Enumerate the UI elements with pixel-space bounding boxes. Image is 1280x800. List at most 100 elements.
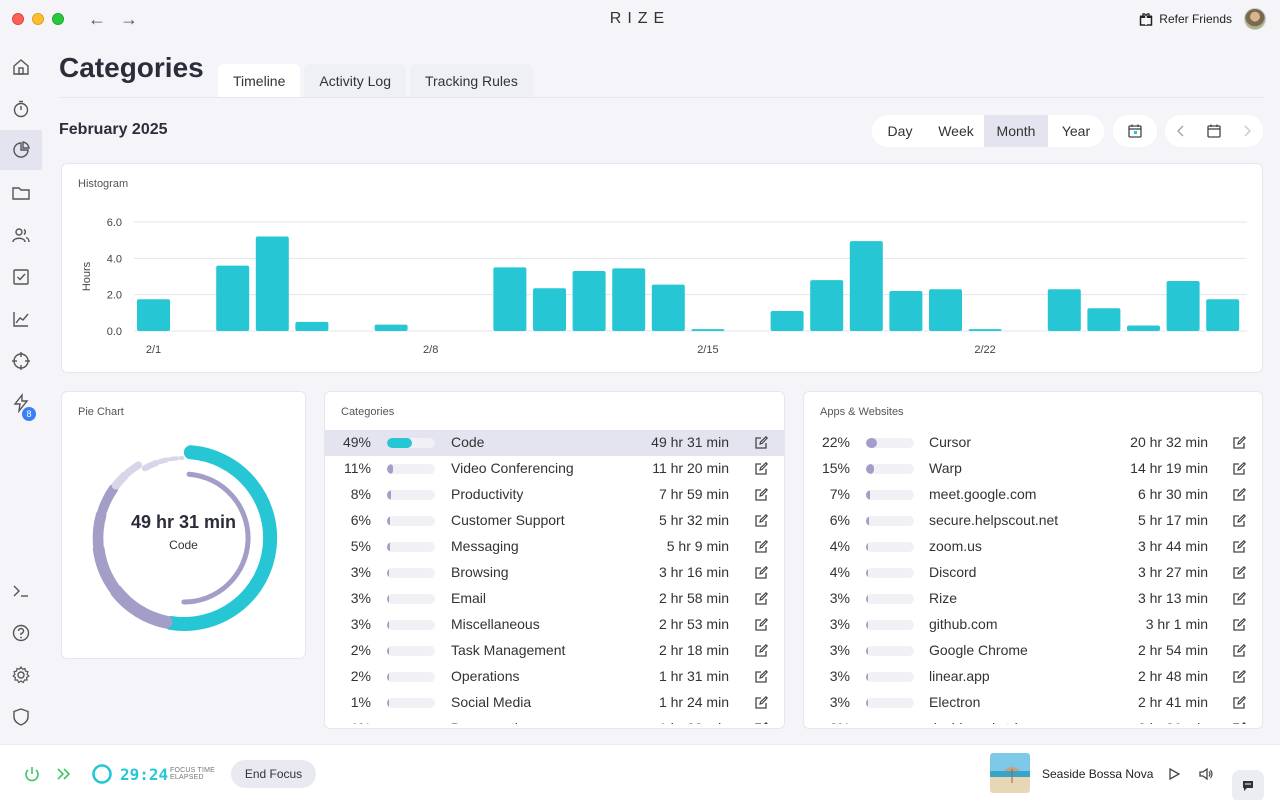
histogram-bar[interactable] [295, 321, 329, 331]
histogram-bar[interactable] [1127, 325, 1160, 331]
edit-icon[interactable] [1232, 592, 1246, 606]
pie-slice[interactable] [163, 445, 278, 631]
app-row[interactable]: 4% Discord 3 hr 27 min [804, 560, 1262, 586]
app-row[interactable]: 6% secure.helpscout.net 5 hr 17 min [804, 508, 1262, 534]
pie-slice[interactable] [110, 584, 173, 629]
category-row[interactable]: 8% Productivity 7 hr 59 min [325, 482, 784, 508]
range-month-button[interactable]: Month [984, 115, 1048, 147]
histogram-bar[interactable] [810, 280, 844, 331]
edit-icon[interactable] [754, 670, 768, 684]
edit-icon[interactable] [1232, 644, 1246, 658]
app-row[interactable]: 3% Google Chrome 2 hr 54 min [804, 638, 1262, 664]
chevron-left-icon[interactable] [1175, 124, 1187, 138]
edit-icon[interactable] [754, 514, 768, 528]
histogram-bar[interactable] [1087, 308, 1121, 331]
zoom-window-button[interactable] [52, 13, 64, 25]
app-row[interactable]: 3% Rize 3 hr 13 min [804, 586, 1262, 612]
power-icon[interactable] [23, 765, 41, 783]
category-row[interactable]: 49% Code 49 hr 31 min [325, 430, 784, 456]
histogram-bar[interactable] [929, 289, 962, 331]
app-row[interactable]: 4% zoom.us 3 hr 44 min [804, 534, 1262, 560]
sidebar-item-clients[interactable] [0, 215, 42, 255]
edit-icon[interactable] [1232, 540, 1246, 554]
histogram-bar[interactable] [849, 241, 883, 331]
histogram-bar[interactable] [255, 236, 289, 331]
pie-slice[interactable] [97, 484, 119, 516]
pie-slice[interactable] [124, 461, 143, 477]
edit-icon[interactable] [754, 436, 768, 450]
edit-icon[interactable] [1232, 436, 1246, 450]
edit-icon[interactable] [754, 462, 768, 476]
app-row[interactable]: 7% meet.google.com 6 hr 30 min [804, 482, 1262, 508]
edit-icon[interactable] [754, 644, 768, 658]
edit-icon[interactable] [1232, 514, 1246, 528]
pie-slice[interactable] [111, 471, 129, 490]
histogram-bar[interactable] [889, 291, 923, 331]
tab-tracking-rules[interactable]: Tracking Rules [409, 64, 533, 98]
pie-slice[interactable] [92, 543, 120, 594]
forward-arrow-icon[interactable]: → [120, 9, 138, 29]
sidebar-item-reports[interactable] [0, 299, 42, 339]
histogram-bar[interactable] [1047, 289, 1081, 331]
pie-slice[interactable] [157, 457, 169, 465]
sidebar-item-privacy[interactable] [0, 697, 42, 737]
minimize-window-button[interactable] [32, 13, 44, 25]
range-year-button[interactable]: Year [1061, 123, 1091, 139]
sidebar-item-tasks[interactable] [0, 257, 42, 297]
chevron-right-icon[interactable] [1241, 124, 1253, 138]
avatar[interactable] [1244, 8, 1266, 30]
category-row[interactable]: 1% Social Media 1 hr 24 min [325, 690, 784, 716]
category-row[interactable]: 5% Messaging 5 hr 9 min [325, 534, 784, 560]
back-arrow-icon[interactable]: ← [88, 9, 106, 29]
histogram-bar[interactable] [533, 288, 566, 331]
histogram-bar[interactable] [612, 268, 646, 331]
chat-button[interactable] [1232, 770, 1264, 800]
edit-icon[interactable] [754, 566, 768, 580]
range-day-button[interactable]: Day [887, 123, 913, 139]
app-row[interactable]: 22% Cursor 20 hr 32 min [804, 430, 1262, 456]
histogram-bar[interactable] [493, 267, 527, 331]
histogram-bar[interactable] [572, 271, 606, 331]
histogram-bar[interactable] [691, 329, 725, 331]
histogram-bar[interactable] [770, 311, 804, 331]
category-row[interactable]: 2% Operations 1 hr 31 min [325, 664, 784, 690]
sidebar-item-goals[interactable] [0, 341, 42, 381]
sidebar-item-timer[interactable] [0, 89, 42, 129]
histogram-bar[interactable] [137, 299, 170, 331]
app-row[interactable]: 3% linear.app 2 hr 48 min [804, 664, 1262, 690]
edit-icon[interactable] [754, 722, 768, 724]
histogram-bar[interactable] [968, 329, 1002, 331]
histogram-bar[interactable] [1166, 281, 1200, 331]
app-row[interactable]: 15% Warp 14 hr 19 min [804, 456, 1262, 482]
edit-icon[interactable] [1232, 670, 1246, 684]
edit-icon[interactable] [1232, 462, 1246, 476]
edit-icon[interactable] [754, 618, 768, 632]
category-row[interactable]: 3% Browsing 3 hr 16 min [325, 560, 784, 586]
edit-icon[interactable] [1232, 696, 1246, 710]
edit-icon[interactable] [1232, 722, 1246, 724]
range-week-button[interactable]: Week [938, 123, 974, 139]
histogram-bar[interactable] [651, 284, 685, 331]
histogram-bar[interactable] [216, 265, 250, 331]
sidebar-item-settings[interactable] [0, 655, 42, 695]
edit-icon[interactable] [754, 696, 768, 710]
edit-icon[interactable] [1232, 618, 1246, 632]
play-icon[interactable] [1167, 767, 1181, 781]
category-row[interactable]: 1% Documenting1 hr 22 min [325, 716, 784, 724]
category-row[interactable]: 2% Task Management 2 hr 18 min [325, 638, 784, 664]
refer-friends-button[interactable]: Refer Friends [1139, 12, 1232, 26]
today-button[interactable] [1113, 115, 1157, 147]
edit-icon[interactable] [754, 540, 768, 554]
app-row[interactable]: 2% dashboard.stripe.com2 hr 26 min [804, 716, 1262, 724]
pie-slice[interactable] [141, 459, 160, 472]
category-row[interactable]: 3% Email 2 hr 58 min [325, 586, 784, 612]
sidebar-item-home[interactable] [0, 47, 42, 87]
sidebar-item-automations[interactable]: 8 [0, 383, 42, 423]
app-row[interactable]: 3% github.com 3 hr 1 min [804, 612, 1262, 638]
category-row[interactable]: 3% Miscellaneous 2 hr 53 min [325, 612, 784, 638]
histogram-bar[interactable] [374, 324, 408, 331]
edit-icon[interactable] [1232, 566, 1246, 580]
edit-icon[interactable] [754, 488, 768, 502]
category-row[interactable]: 11% Video Conferencing 11 hr 20 min [325, 456, 784, 482]
volume-icon[interactable] [1198, 767, 1214, 781]
